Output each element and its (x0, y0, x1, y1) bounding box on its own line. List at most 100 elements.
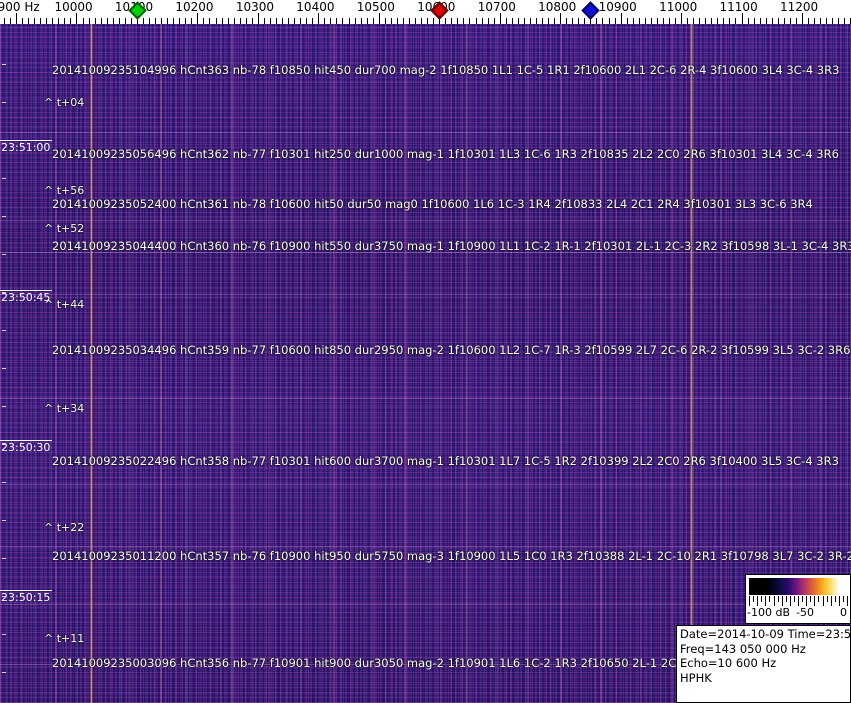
color-scale-tick (806, 596, 808, 606)
freq-minor-tick (306, 18, 307, 24)
freq-minor-tick (161, 18, 162, 24)
freq-minor-tick (270, 18, 271, 24)
detection-row: 20141009235104996 hCnt363 nb-78 f10850 h… (52, 63, 840, 77)
scan-separator (0, 484, 851, 485)
freq-minor-tick (264, 18, 265, 24)
freq-minor-tick (46, 18, 47, 24)
detection-row: 20141009235056496 hCnt362 nb-77 f10301 h… (52, 147, 839, 161)
freq-minor-tick (844, 18, 845, 24)
carrier-line (300, 24, 302, 703)
freq-minor-tick (675, 18, 676, 24)
noise-texture-overlay (0, 24, 851, 703)
info-date-time: Date=2014-10-09 Time=23:50 UTC (680, 627, 851, 641)
row-tick (2, 634, 6, 635)
freq-minor-tick (669, 18, 670, 24)
freq-minor-tick (530, 18, 531, 24)
freq-minor-tick (651, 18, 652, 24)
row-tick (2, 64, 6, 65)
scan-separator (0, 398, 851, 399)
color-scale-tick (773, 596, 775, 606)
freq-minor-tick (711, 18, 712, 24)
freq-minor-tick (191, 18, 192, 24)
freq-minor-tick (179, 18, 180, 24)
time-axis-label: 23:51:00 (0, 140, 53, 154)
freq-minor-tick (367, 18, 368, 24)
freq-minor-tick (826, 18, 827, 24)
frequency-ruler[interactable]: 9900 Hz100001010010200103001040010500106… (0, 0, 851, 24)
freq-minor-tick (330, 18, 331, 24)
freq-minor-tick (705, 18, 706, 24)
freq-minor-tick (336, 18, 337, 24)
freq-minor-tick (494, 18, 495, 24)
freq-minor-tick (463, 18, 464, 24)
freq-minor-tick (639, 18, 640, 24)
freq-minor-tick (778, 18, 779, 24)
freq-minor-tick (615, 18, 616, 24)
scan-separator (0, 664, 851, 665)
row-tick (2, 140, 6, 141)
info-echo: Echo=10 600 Hz (680, 656, 777, 670)
carrier-line (185, 24, 187, 703)
freq-minor-tick (433, 18, 434, 24)
row-tick (2, 444, 6, 445)
row-tick (2, 178, 6, 179)
freq-minor-tick (155, 18, 156, 24)
freq-minor-tick (832, 18, 833, 24)
freq-minor-tick (52, 18, 53, 24)
freq-minor-tick (723, 18, 724, 24)
carrier-line (372, 24, 374, 703)
freq-minor-tick (342, 18, 343, 24)
detection-row: 20141009235022496 hCnt358 nb-77 f10301 h… (52, 454, 839, 468)
freq-minor-tick (119, 18, 120, 24)
row-tick (2, 216, 6, 217)
time-axis-label: 23:50:15 (0, 590, 53, 604)
color-scale-mid-label: -50 (796, 606, 814, 619)
color-scale-tick (761, 596, 763, 602)
scan-separator (0, 220, 851, 221)
freq-tick-label: 11100 (719, 0, 758, 14)
color-scale-ticks (749, 596, 848, 607)
freq-minor-tick (476, 18, 477, 24)
color-scale-tick (769, 596, 771, 602)
freq-minor-tick (748, 18, 749, 24)
color-scale-max-label: 0 (840, 606, 847, 619)
carrier-line (752, 24, 754, 703)
freq-minor-tick (645, 18, 646, 24)
freq-minor-tick (113, 18, 114, 24)
carrier-line (690, 24, 693, 703)
color-scale-tick (834, 596, 836, 602)
freq-minor-tick (373, 18, 374, 24)
freq-minor-tick (524, 18, 525, 24)
freq-minor-tick (131, 18, 132, 24)
carrier-line (128, 24, 130, 703)
carrier-line (560, 24, 562, 703)
freq-minor-tick (699, 18, 700, 24)
freq-minor-tick (766, 18, 767, 24)
freq-minor-tick (687, 18, 688, 24)
waterfall-display[interactable]: 20141009235104996 hCnt363 nb-78 f10850 h… (0, 24, 851, 703)
freq-minor-tick (173, 18, 174, 24)
blue-marker[interactable] (581, 1, 601, 20)
freq-minor-tick (95, 18, 96, 24)
carrier-line (404, 24, 406, 703)
freq-minor-tick (427, 18, 428, 24)
freq-tick-label: 10700 (477, 0, 516, 14)
freq-minor-tick (784, 18, 785, 24)
freq-minor-tick (252, 18, 253, 24)
freq-minor-tick (361, 18, 362, 24)
freq-major-tick (621, 13, 622, 24)
freq-minor-tick (542, 18, 543, 24)
freq-major-tick (318, 13, 319, 24)
row-tick (2, 406, 6, 407)
carrier-line (466, 24, 468, 703)
scan-separator (0, 604, 851, 605)
carrier-line (527, 24, 529, 703)
color-scale-tick (802, 596, 804, 602)
freq-minor-tick (717, 18, 718, 24)
time-offset-mark: ^ t+04 (44, 96, 85, 109)
color-scale-tick (781, 596, 783, 606)
freq-minor-tick (469, 18, 470, 24)
color-scale-tick (830, 596, 832, 606)
freq-minor-tick (796, 18, 797, 24)
freq-minor-tick (349, 18, 350, 24)
